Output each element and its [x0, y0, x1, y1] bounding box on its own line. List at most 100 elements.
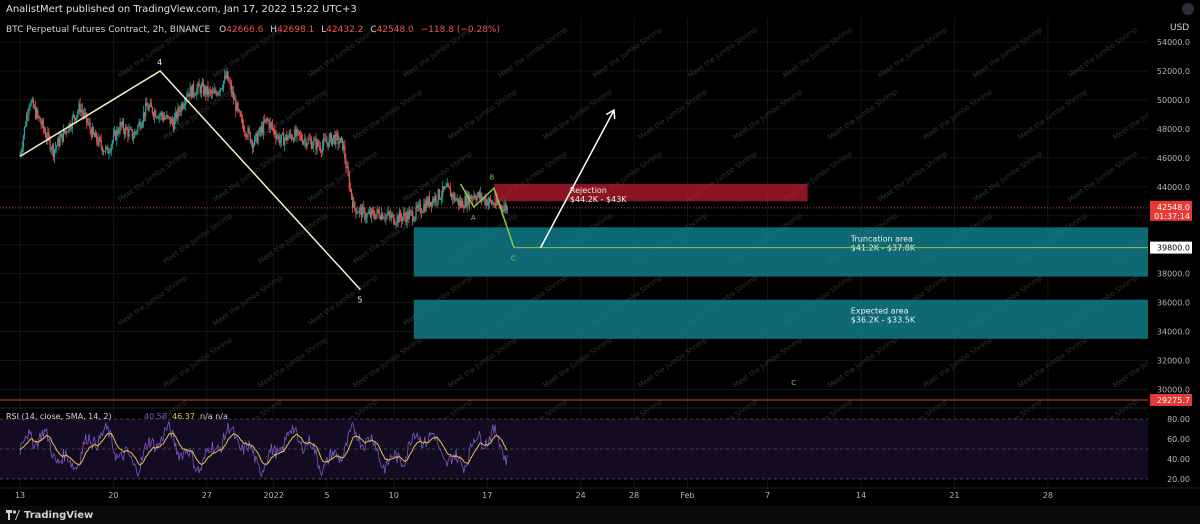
- candle-body: [38, 115, 40, 118]
- candle-body: [51, 145, 53, 150]
- candle-body: [308, 138, 310, 140]
- candle-body: [338, 142, 340, 145]
- candle-body: [177, 107, 179, 120]
- rsi-band: [0, 419, 1148, 479]
- candle-body: [258, 128, 260, 135]
- candle-body: [52, 145, 54, 158]
- candle-body: [49, 137, 51, 150]
- candle-body: [466, 193, 468, 207]
- candle-body: [360, 207, 363, 218]
- candle-body: [253, 145, 255, 148]
- candle-body: [340, 137, 343, 139]
- publisher-bar: AnalistMert published on TradingView.com…: [0, 0, 1200, 18]
- candles-layer: [19, 67, 508, 230]
- candle-body: [488, 198, 491, 203]
- candle-body: [310, 140, 313, 149]
- candle-body: [481, 193, 483, 200]
- candle-body: [329, 133, 331, 137]
- candle-body: [359, 207, 362, 209]
- candle-body: [420, 212, 423, 214]
- y-tick-label: 52000.0: [1157, 67, 1190, 76]
- candle-body: [126, 127, 128, 130]
- rsi-label: RSI (14, close, SMA, 14, 2): [6, 412, 112, 421]
- candle-body: [267, 119, 269, 121]
- candle-body: [178, 107, 180, 112]
- candle-body: [417, 204, 419, 209]
- candle-body: [423, 204, 425, 212]
- candle-body: [307, 138, 309, 144]
- target-arrow-head: [605, 108, 616, 120]
- candle-body: [266, 118, 268, 120]
- candle-body: [171, 118, 174, 123]
- candle-body: [214, 90, 216, 94]
- candle-body: [319, 146, 321, 151]
- price-chart[interactable]: Meet the Jumbo Shrimp Meet the Jumbo Shri…: [0, 18, 1200, 506]
- candle-body: [331, 138, 334, 145]
- candle-body: [80, 109, 82, 113]
- wave-label: A: [471, 214, 476, 222]
- y-tick-label: 44000.0: [1157, 183, 1190, 192]
- candle-body: [412, 211, 414, 221]
- candle-body: [206, 86, 208, 95]
- candle-body: [462, 200, 464, 208]
- candle-body: [384, 218, 386, 220]
- candle-body: [314, 138, 316, 141]
- candle-body: [123, 130, 126, 135]
- candle-body: [93, 133, 96, 138]
- candle-body: [378, 212, 380, 218]
- candle-body: [232, 91, 235, 100]
- candle-body: [337, 134, 339, 145]
- y-tick-label: 38000.0: [1157, 270, 1190, 279]
- x-tick-label: 10: [389, 491, 399, 500]
- candle-body: [120, 122, 122, 126]
- y-tick-label: 30000.0: [1157, 386, 1190, 395]
- candle-body: [504, 204, 506, 208]
- tradingview-icon: [6, 510, 20, 520]
- candle-body: [116, 129, 118, 141]
- candle-body: [36, 109, 38, 119]
- candle-body: [200, 85, 202, 94]
- legend-low-value: 42432.2: [326, 25, 363, 35]
- candle-body: [239, 111, 241, 117]
- candle-body: [441, 196, 443, 199]
- candle-body: [396, 215, 398, 224]
- candle-body: [154, 110, 156, 117]
- candle-body: [433, 198, 435, 202]
- candle-body: [306, 143, 308, 147]
- candle-body: [271, 124, 274, 129]
- candle-body: [220, 88, 222, 90]
- chart-area[interactable]: Meet the Jumbo Shrimp Meet the Jumbo Shri…: [0, 18, 1200, 506]
- candle-body: [132, 138, 135, 139]
- candle-body: [495, 198, 497, 206]
- candle-body: [217, 92, 219, 96]
- candle-body: [455, 199, 457, 201]
- candle-body: [469, 195, 472, 200]
- candle-body: [388, 211, 390, 215]
- candle-body: [297, 129, 299, 132]
- abc-wave-line: [459, 183, 515, 248]
- candle-body: [345, 158, 347, 168]
- candle-body: [348, 174, 350, 189]
- candle-body: [316, 140, 318, 150]
- legend-close-value: 42548.0: [377, 25, 414, 35]
- candle-body: [439, 198, 442, 200]
- candle-body: [161, 112, 163, 117]
- candle-body: [446, 183, 448, 187]
- candle-body: [106, 146, 108, 148]
- candle-body: [191, 84, 194, 98]
- candle-body: [128, 129, 130, 137]
- candle-body: [254, 136, 256, 146]
- candle-body: [283, 133, 285, 146]
- candle-body: [479, 193, 482, 198]
- candle-body: [373, 211, 375, 217]
- price-axis: 54000.0 52000.0 50000.0 48000.0 46000.0 44000…: [1148, 18, 1200, 488]
- y-tick-label: 48000.0: [1157, 125, 1190, 134]
- candle-body: [238, 109, 240, 112]
- candle-body: [162, 116, 165, 120]
- candle-body: [350, 189, 353, 198]
- candle-body: [355, 208, 357, 214]
- candle-body: [296, 129, 298, 136]
- candle-body: [227, 71, 229, 81]
- candle-body: [240, 116, 242, 118]
- candle-body: [324, 138, 326, 140]
